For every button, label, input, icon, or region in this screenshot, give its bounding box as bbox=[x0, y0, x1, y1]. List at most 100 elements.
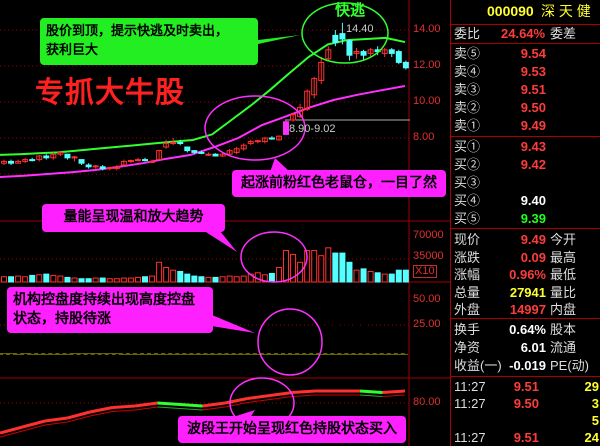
bid-row: 买③ bbox=[453, 174, 600, 191]
volume-unit: X10 bbox=[413, 265, 437, 278]
wave-line bbox=[0, 425, 23, 435]
kline-chart[interactable] bbox=[0, 0, 450, 446]
wave-line bbox=[134, 401, 158, 408]
volume-bar bbox=[367, 270, 374, 283]
candle-body bbox=[99, 166, 106, 170]
bid-row: 买② 9.42 bbox=[453, 156, 600, 173]
label: 现价 bbox=[454, 232, 481, 247]
candle-body bbox=[402, 61, 409, 69]
candle-body bbox=[367, 49, 374, 54]
candle-body bbox=[240, 144, 247, 150]
quote-panel: 000090 深 天 健 委比 24.64% 委差 卖⑤ 9.54 卖④ 9.53 卖③… bbox=[450, 0, 600, 446]
quote-row: 总量 27941 量比 bbox=[453, 284, 600, 301]
control-bar bbox=[334, 311, 338, 354]
control-bar bbox=[214, 352, 218, 354]
candle-body bbox=[275, 135, 282, 141]
wave-line bbox=[44, 421, 68, 426]
control-bar bbox=[327, 317, 331, 354]
value: 27941 bbox=[509, 284, 546, 300]
value: 0.09 bbox=[520, 249, 546, 265]
wave-line bbox=[359, 389, 383, 394]
control-bar bbox=[193, 350, 197, 354]
control-bar bbox=[285, 344, 288, 354]
candle-body bbox=[254, 140, 261, 143]
stock-code: 000090 bbox=[487, 3, 534, 19]
ask-row: 卖① 9.49 bbox=[453, 117, 600, 134]
volume-bar bbox=[233, 276, 240, 283]
label: 买① bbox=[454, 139, 481, 154]
volume-bar bbox=[318, 255, 325, 283]
label: 卖④ bbox=[454, 64, 481, 79]
wave-line bbox=[0, 430, 23, 438]
control-bar bbox=[411, 349, 415, 354]
control-bar bbox=[52, 349, 56, 354]
control-bar bbox=[151, 349, 155, 354]
label: 卖⑤ bbox=[454, 46, 481, 61]
ask-row: 卖② 9.50 bbox=[453, 99, 600, 116]
wave-callout: 波段王开始呈现红色持股状态买入 bbox=[178, 416, 406, 443]
candle-body bbox=[15, 160, 22, 164]
volume: 24 bbox=[584, 430, 599, 445]
wave-line bbox=[224, 402, 248, 408]
candle-body bbox=[226, 150, 233, 155]
control-bar bbox=[115, 354, 119, 357]
control-bar bbox=[108, 354, 112, 358]
wave-line bbox=[67, 410, 91, 420]
wave-line bbox=[89, 406, 113, 414]
volume-bar bbox=[219, 276, 226, 283]
control-bar bbox=[277, 346, 281, 354]
volume-bar bbox=[205, 276, 212, 283]
label: 收益(一) bbox=[454, 358, 502, 373]
quote-row: 涨跌 0.09 最高 bbox=[453, 249, 600, 266]
price: 9.40 bbox=[520, 193, 546, 208]
volume-bar bbox=[275, 267, 282, 283]
label: 涨跌 bbox=[454, 249, 481, 265]
volume-bar bbox=[15, 275, 22, 283]
volume-bar bbox=[92, 277, 99, 283]
value: -0.019 bbox=[509, 358, 546, 373]
price: 9.54 bbox=[520, 46, 546, 61]
wave-line bbox=[22, 424, 46, 432]
candle-body bbox=[233, 148, 240, 153]
volume-bar bbox=[71, 277, 78, 283]
callout-line: 获利巨大 bbox=[46, 42, 99, 57]
price-tick: 14.00 bbox=[413, 23, 441, 35]
candle-body bbox=[78, 159, 85, 164]
order-ratio-row: 委比 24.64% 委差 bbox=[453, 25, 600, 42]
candle-body bbox=[339, 33, 346, 40]
highlight-ellipse bbox=[204, 95, 306, 161]
wave-line bbox=[112, 404, 136, 409]
volume-bar bbox=[113, 278, 120, 283]
wave-line bbox=[202, 406, 226, 411]
candle-body bbox=[318, 61, 325, 81]
label: PE(动) bbox=[550, 358, 590, 373]
volume-bar bbox=[8, 276, 15, 283]
volume-bar bbox=[261, 274, 268, 283]
control-bar bbox=[376, 330, 380, 354]
candle-body bbox=[134, 159, 141, 162]
control-bar bbox=[59, 351, 63, 354]
control-bar bbox=[165, 345, 169, 354]
control-bar bbox=[270, 348, 274, 354]
wave-line bbox=[292, 394, 316, 397]
candle-body bbox=[325, 49, 332, 60]
candle-body bbox=[268, 137, 275, 140]
volume-bar bbox=[1, 276, 7, 283]
candle-body bbox=[395, 51, 402, 63]
volume-callout: 量能呈现温和放大趋势 bbox=[42, 204, 225, 232]
candle-body bbox=[205, 153, 212, 156]
volume-bar bbox=[290, 253, 297, 283]
volume-bar bbox=[177, 270, 184, 283]
control-bar bbox=[207, 352, 211, 354]
candle-body bbox=[50, 153, 57, 159]
wave-line bbox=[44, 416, 68, 423]
label: 外盘 bbox=[454, 302, 481, 317]
quote-row: 外盘 14997 内盘 bbox=[453, 301, 600, 318]
control-bar bbox=[313, 328, 317, 354]
candle-body bbox=[127, 160, 134, 162]
volume-bar bbox=[78, 278, 85, 283]
wave-line bbox=[359, 394, 383, 397]
volume-bar bbox=[325, 247, 332, 283]
wave-line bbox=[89, 411, 113, 417]
stock-header: 000090 深 天 健 bbox=[453, 3, 600, 20]
